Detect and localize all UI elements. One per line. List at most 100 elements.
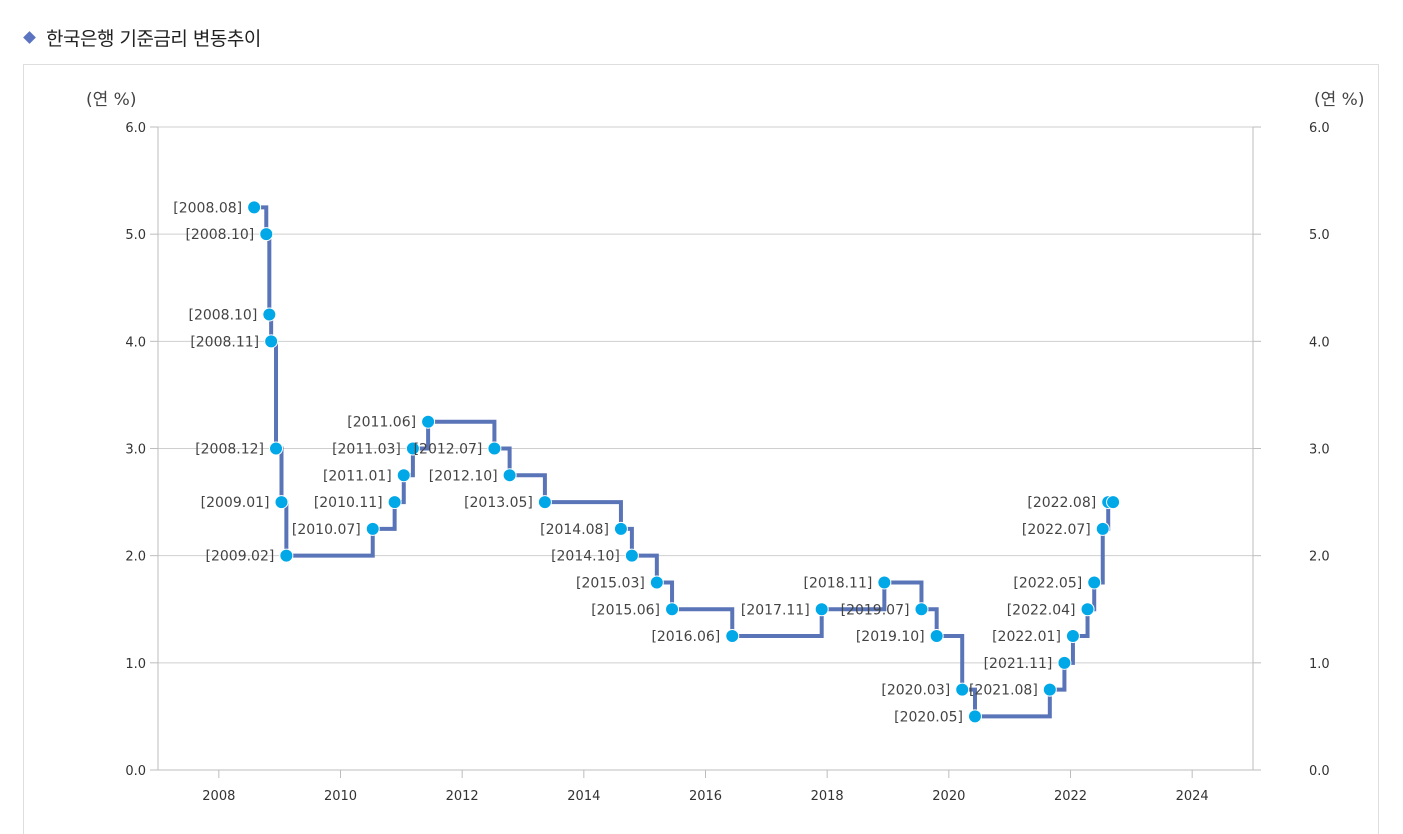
diamond-bullet-icon — [23, 30, 36, 44]
y-tick-label-left: 5.0 — [125, 228, 146, 243]
data-label: [2010.11] — [314, 495, 383, 511]
y-tick-label-right: 5.0 — [1309, 228, 1330, 243]
y-tick-label-left: 0.0 — [125, 764, 146, 779]
data-label: [2013.05] — [464, 495, 533, 511]
x-tick-label: 2024 — [1176, 789, 1209, 804]
data-point[interactable] — [1080, 602, 1095, 617]
right-unit-label: (연 %) — [1314, 90, 1364, 110]
data-point[interactable] — [365, 521, 380, 536]
y-tick-label-left: 4.0 — [125, 335, 146, 350]
data-point[interactable] — [1065, 629, 1080, 644]
data-label: [2016.06] — [651, 629, 720, 645]
x-tick-label: 2016 — [689, 789, 722, 804]
data-label: [2012.10] — [429, 468, 498, 484]
data-label: [2020.03] — [881, 683, 950, 699]
data-point[interactable] — [613, 521, 628, 536]
page-title-text: 한국은행 기준금리 변동추이 — [46, 27, 261, 50]
data-point[interactable] — [624, 548, 639, 563]
data-label: [2008.10] — [185, 227, 254, 243]
data-label: [2008.08] — [173, 200, 242, 216]
data-point[interactable] — [665, 602, 680, 617]
data-point[interactable] — [387, 495, 402, 510]
data-label: [2014.10] — [551, 549, 620, 565]
data-point[interactable] — [259, 227, 274, 242]
data-point[interactable] — [929, 629, 944, 644]
x-tick-label: 2010 — [324, 789, 357, 804]
data-point[interactable] — [396, 468, 411, 483]
data-point[interactable] — [1042, 682, 1057, 697]
data-point[interactable] — [487, 441, 502, 456]
y-tick-label-right: 4.0 — [1309, 335, 1330, 350]
data-point[interactable] — [405, 441, 420, 456]
data-point[interactable] — [877, 575, 892, 590]
data-label: [2008.11] — [190, 334, 259, 350]
axis-layer: 0.0 0.0 1.0 1.0 2.0 2.0 3.0 3.0 4.0 4.0 5.0 5.0 6.0 6… — [125, 121, 1329, 804]
data-label: [2021.08] — [969, 683, 1038, 699]
data-label: [2022.04] — [1007, 602, 1076, 618]
data-point[interactable] — [1095, 521, 1110, 536]
data-label: [2020.05] — [894, 709, 963, 725]
data-label: [2022.07] — [1022, 522, 1091, 538]
rate-chart: 0.0 0.0 1.0 1.0 2.0 2.0 3.0 3.0 4.0 4.0 5.0 5.0 6.0 6… — [86, 90, 1364, 804]
data-label: [2008.10] — [188, 308, 257, 324]
data-point[interactable] — [537, 495, 552, 510]
data-label: [2011.01] — [323, 468, 392, 484]
x-tick-label: 2020 — [932, 789, 965, 804]
y-tick-label-left: 3.0 — [125, 443, 146, 458]
data-label: [2012.07] — [414, 442, 483, 458]
y-tick-label-right: 0.0 — [1309, 764, 1330, 779]
data-point[interactable] — [247, 200, 262, 215]
y-tick-label-right: 2.0 — [1309, 550, 1330, 565]
data-label: [2011.03] — [332, 442, 401, 458]
data-label: [2009.01] — [201, 495, 270, 511]
data-point[interactable] — [725, 629, 740, 644]
data-label: [2011.06] — [347, 415, 416, 431]
data-label: [2022.05] — [1013, 575, 1082, 591]
data-label: [2022.01] — [992, 629, 1061, 645]
data-label: [2010.07] — [292, 522, 361, 538]
data-point[interactable] — [421, 414, 436, 429]
y-tick-label-right: 6.0 — [1309, 121, 1330, 136]
label-layer: [2008.08] [2008.10] [2008.10] [2008.11] [200… — [173, 200, 1096, 725]
x-tick-label: 2014 — [567, 789, 600, 804]
data-point[interactable] — [955, 682, 970, 697]
data-label: [2015.03] — [576, 575, 645, 591]
data-point[interactable] — [649, 575, 664, 590]
data-label: [2009.02] — [206, 549, 275, 565]
data-label: [2014.08] — [540, 522, 609, 538]
data-point[interactable] — [279, 548, 294, 563]
marker-layer — [247, 200, 1121, 724]
y-tick-label-left: 1.0 — [125, 657, 146, 672]
x-tick-label: 2018 — [811, 789, 844, 804]
data-point[interactable] — [264, 334, 279, 349]
y-tick-label-right: 3.0 — [1309, 443, 1330, 458]
data-label: [2015.06] — [591, 602, 660, 618]
data-label: [2017.11] — [741, 602, 810, 618]
data-point[interactable] — [502, 468, 517, 483]
y-tick-label-right: 1.0 — [1309, 657, 1330, 672]
data-label: [2018.11] — [804, 575, 873, 591]
data-label: [2019.07] — [841, 602, 910, 618]
data-label: [2022.08] — [1027, 495, 1096, 511]
data-point[interactable] — [1106, 495, 1121, 510]
x-tick-label: 2012 — [446, 789, 479, 804]
data-point[interactable] — [262, 307, 277, 322]
data-point[interactable] — [274, 495, 289, 510]
data-point[interactable] — [814, 602, 829, 617]
data-label: [2008.12] — [195, 442, 264, 458]
x-tick-label: 2022 — [1054, 789, 1087, 804]
data-point[interactable] — [269, 441, 284, 456]
y-tick-label-left: 6.0 — [125, 121, 146, 136]
chart-panel: 0.0 0.0 1.0 1.0 2.0 2.0 3.0 3.0 4.0 4.0 5.0 5.0 6.0 6… — [23, 64, 1379, 834]
data-point[interactable] — [1057, 655, 1072, 670]
data-point[interactable] — [914, 602, 929, 617]
data-point[interactable] — [1087, 575, 1102, 590]
data-point[interactable] — [967, 709, 982, 724]
data-label: [2019.10] — [856, 629, 925, 645]
page-title: 한국은행 기준금리 변동추이 — [22, 22, 261, 52]
y-tick-label-left: 2.0 — [125, 550, 146, 565]
left-unit-label: (연 %) — [86, 90, 136, 110]
x-tick-label: 2008 — [202, 789, 235, 804]
grid-layer — [158, 126, 1253, 771]
data-label: [2021.11] — [984, 656, 1053, 672]
